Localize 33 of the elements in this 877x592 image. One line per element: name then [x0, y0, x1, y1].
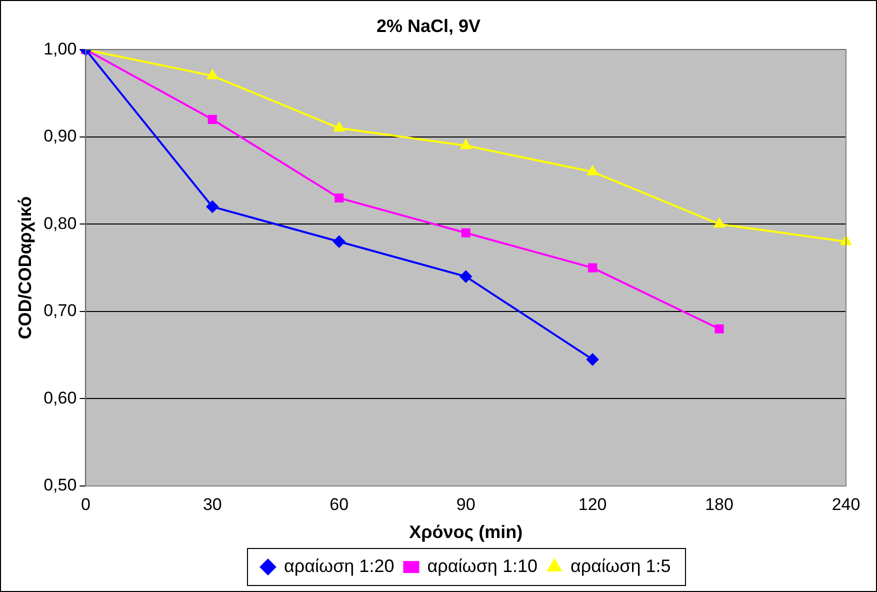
point	[333, 236, 346, 248]
point	[334, 193, 344, 203]
point	[588, 263, 598, 272]
chart-title: 2% NaCl, 9V	[376, 16, 481, 36]
y-tick-label: 0,90	[44, 126, 77, 146]
x-axis-title: Χρόνος (min)	[409, 522, 523, 542]
x-tick-label: 120	[578, 494, 607, 514]
legend-label: αραίωση 1:20	[284, 556, 394, 576]
x-tick-label: 60	[330, 494, 349, 514]
point	[460, 270, 472, 283]
y-tick-label: 0,70	[44, 301, 77, 320]
x-tick-label: 30	[202, 494, 222, 514]
point	[714, 218, 725, 228]
point	[206, 200, 218, 213]
x-tick-label: 0	[80, 494, 90, 514]
point	[207, 70, 218, 80]
x-tick-label: 180	[705, 494, 734, 514]
point	[334, 122, 344, 132]
y-tick-label: 0,80	[44, 214, 77, 233]
point	[586, 353, 599, 366]
point	[461, 228, 470, 238]
point	[587, 166, 598, 176]
y-tick-label: 0,50	[44, 476, 77, 495]
x-tick-label: 90	[456, 494, 476, 514]
point	[714, 324, 724, 334]
legend-label: αραίωση 1:10	[427, 556, 538, 576]
point	[208, 114, 217, 124]
x-tick-label: 240	[832, 494, 860, 514]
y-axis-title: COD/CODαρχικό	[14, 196, 35, 340]
y-tick-label: 1,00	[44, 39, 77, 58]
y-tick-label: 0,60	[44, 388, 77, 408]
legend-label: αραίωση 1:5	[570, 556, 671, 576]
point	[460, 140, 472, 150]
